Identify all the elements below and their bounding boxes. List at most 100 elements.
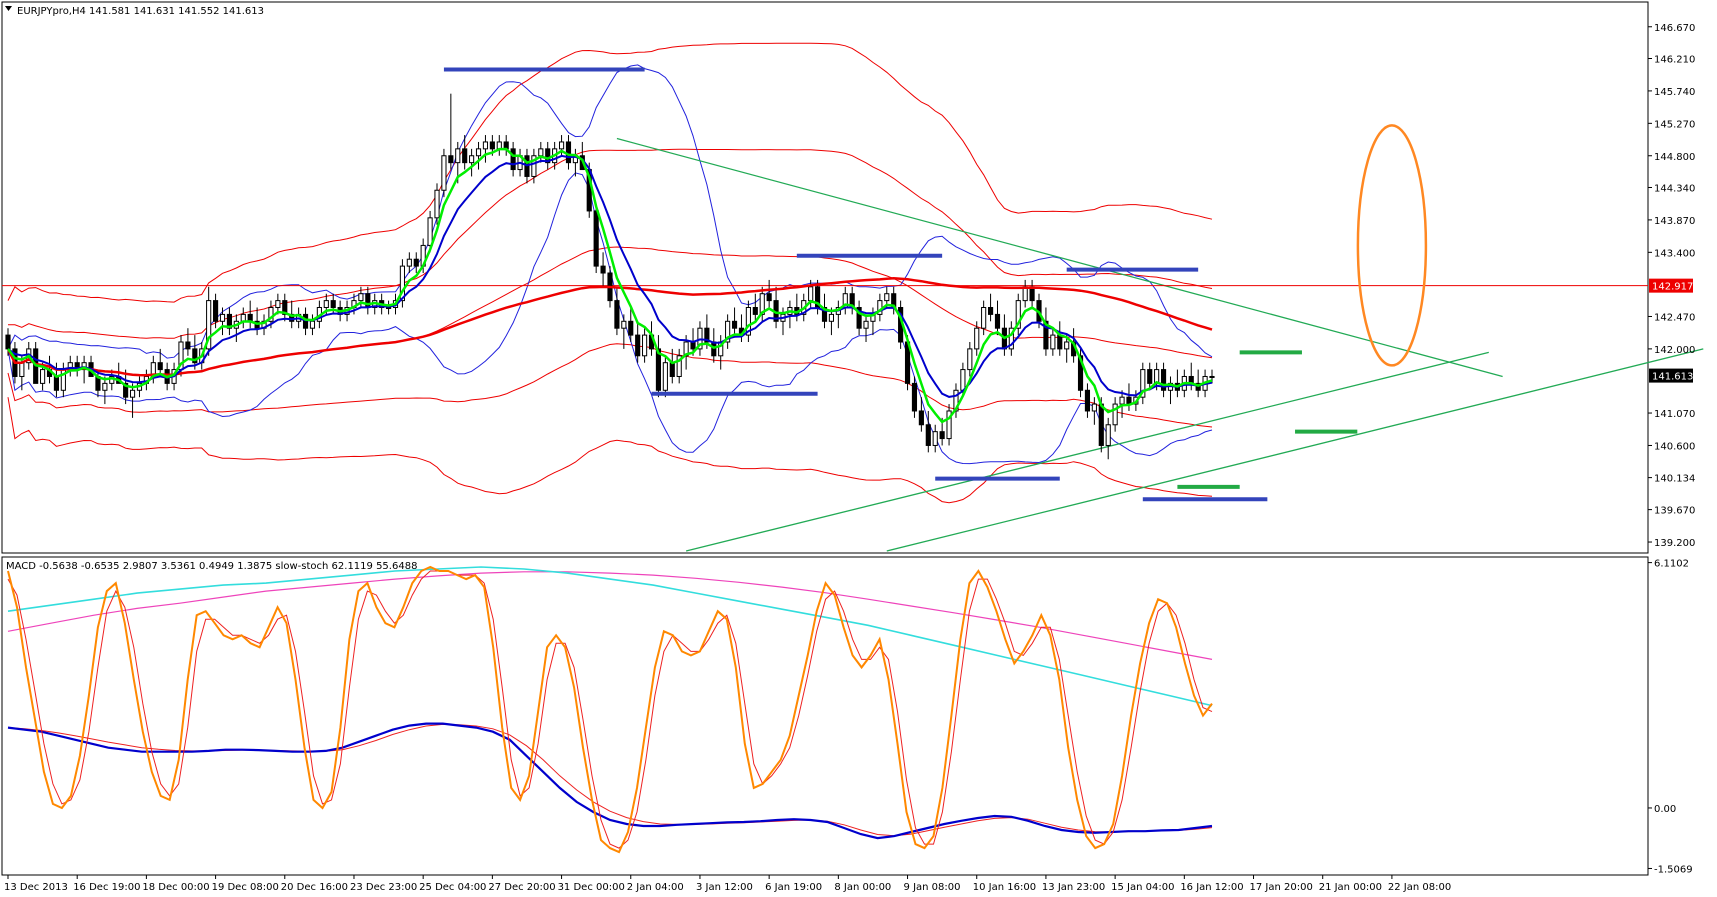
candle-body [725, 320, 731, 343]
candle-body [123, 382, 129, 398]
level-price-label: 142.917 [1652, 282, 1693, 293]
candle [469, 148, 475, 177]
candle [482, 135, 489, 163]
stoch-signal-line [7, 570, 1213, 849]
price-tick-label: 144.340 [1654, 183, 1695, 194]
candle-body [406, 258, 412, 267]
candle-body [330, 300, 336, 309]
time-tick-label: 22 Jan 08:00 [1388, 882, 1451, 893]
candle-body [282, 300, 288, 315]
candle-body [538, 148, 544, 157]
indicator-pane[interactable]: MACD -0.5638 -0.6535 2.9807 3.5361 0.494… [1, 556, 1649, 876]
candle [863, 314, 869, 342]
long-ma-line [6, 277, 1213, 377]
candle [731, 307, 738, 336]
time-tick-label: 3 Jan 12:00 [696, 882, 753, 893]
candle [226, 307, 233, 336]
candle [967, 341, 973, 377]
price-tick-label: 146.210 [1654, 54, 1695, 65]
candle-body [192, 348, 198, 364]
candle [475, 141, 482, 170]
trendline-1[interactable] [616, 137, 1503, 378]
time-tick-label: 31 Dec 00:00 [558, 882, 625, 893]
moving-averages [6, 147, 1213, 424]
trendline-2[interactable] [685, 351, 1489, 552]
indicator-pane-border [1, 556, 1649, 876]
candle-body [213, 300, 219, 322]
price-tick-label: 140.600 [1654, 441, 1695, 452]
price-header: EURJPYpro,H4 141.581 141.631 141.552 141… [5, 6, 264, 17]
candle-body [565, 141, 572, 164]
price-tick-label: 145.270 [1654, 119, 1695, 130]
candle [655, 335, 662, 398]
candle-body [510, 148, 516, 171]
candle-body [635, 334, 641, 357]
candle-body [489, 141, 495, 150]
price-pane[interactable]: EURJPYpro,H4 141.581 141.631 141.552 141… [1, 1, 1704, 554]
candle-body [662, 362, 668, 391]
candle-body [531, 155, 537, 177]
candle-body [690, 341, 696, 350]
candle-body [981, 307, 987, 329]
price-tick-label: 144.800 [1654, 152, 1695, 163]
candle [745, 300, 751, 342]
candle [1064, 335, 1070, 363]
long-ma-cyan-line [7, 566, 1213, 707]
candle-body [939, 431, 945, 440]
annotations[interactable] [443, 67, 1428, 502]
candle-body [1043, 320, 1049, 350]
candle [102, 376, 108, 405]
candle [441, 148, 447, 198]
candle-body [821, 307, 828, 322]
price-tick-label: 142.000 [1654, 345, 1695, 356]
candle [192, 335, 198, 370]
candle [1140, 362, 1146, 405]
candle-body [1015, 300, 1021, 329]
candle-body [911, 382, 918, 412]
candle-body [1050, 334, 1056, 350]
envelope-dn-2 [7, 397, 1213, 504]
candle-body [974, 327, 980, 350]
candle-body [1105, 424, 1111, 446]
price-pane-border [1, 1, 1649, 554]
candle-body [545, 148, 551, 164]
candle-body [828, 313, 835, 322]
candle [1091, 397, 1097, 425]
candle-body [808, 286, 814, 302]
candle [925, 410, 931, 453]
dropdown-triangle-icon[interactable] [5, 6, 12, 11]
candle-body [469, 155, 475, 164]
candle [642, 328, 648, 363]
candle [932, 424, 938, 453]
candle [766, 279, 772, 308]
candle-body [1112, 403, 1118, 426]
candle-body [558, 141, 565, 150]
time-tick-label: 6 Jan 19:00 [765, 882, 822, 893]
current-price-label: 141.613 [1652, 372, 1693, 383]
candle-body [863, 320, 869, 329]
candle-body [5, 334, 11, 350]
candle-body [745, 307, 751, 336]
candle [406, 252, 412, 274]
candle [413, 252, 419, 274]
price-tick-label: 145.740 [1654, 87, 1695, 98]
indicator-axis: 6.1102 0.00 -1.5069 [1648, 559, 1693, 875]
time-tick-label: 2 Jan 04:00 [627, 882, 684, 893]
price-tick-label: 146.670 [1654, 23, 1695, 34]
candle-body [475, 148, 482, 157]
trendlines[interactable] [616, 137, 1704, 552]
time-tick-label: 16 Jan 12:00 [1180, 882, 1243, 893]
candle-body [185, 341, 191, 350]
candle [994, 300, 1001, 336]
envelope-up-2 [7, 42, 1213, 303]
annotation-ellipse[interactable] [1356, 124, 1428, 367]
candle-body [309, 320, 316, 329]
trendline-3[interactable] [886, 348, 1704, 552]
candle-body [614, 300, 620, 329]
candle-body [1160, 369, 1167, 391]
candle-body [752, 307, 758, 315]
candle-body [399, 265, 405, 302]
candle-body [600, 265, 606, 274]
candle-body [884, 293, 890, 302]
time-tick-label: 17 Jan 20:00 [1250, 882, 1313, 893]
